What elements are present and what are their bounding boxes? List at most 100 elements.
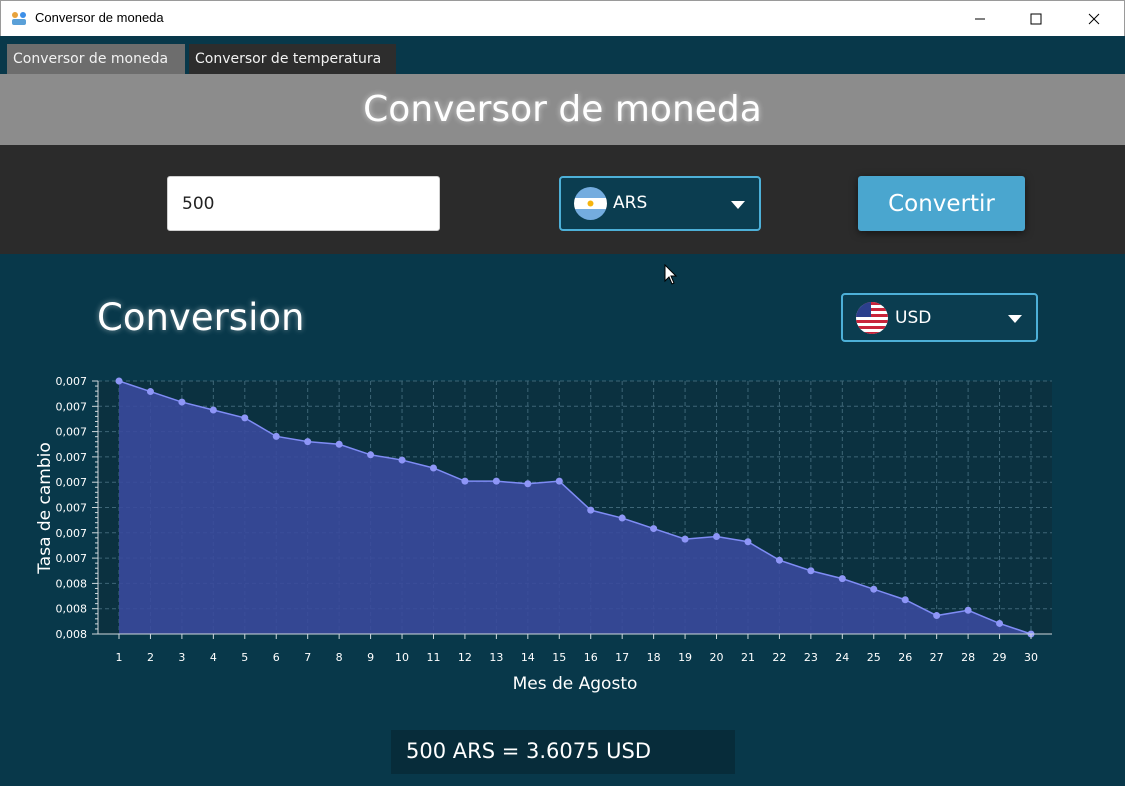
data-point — [838, 575, 846, 583]
x-tick-label: 20 — [710, 651, 724, 664]
x-tick-label: 26 — [898, 651, 912, 664]
x-tick-label: 14 — [521, 651, 535, 664]
data-point — [461, 477, 469, 485]
data-point — [115, 377, 123, 385]
maximize-button[interactable] — [1013, 1, 1059, 36]
y-tick-label: 0,007 — [56, 400, 88, 413]
data-point — [367, 451, 375, 459]
x-tick-label: 8 — [336, 651, 343, 664]
data-point — [807, 567, 815, 575]
x-tick-label: 22 — [772, 651, 786, 664]
convert-button[interactable]: Convertir — [858, 176, 1025, 231]
data-point — [492, 477, 500, 485]
x-tick-label: 2 — [147, 651, 154, 664]
exchange-rate-chart: 0,008 0,008 0,008 0,007 0,007 0,007 0,007 0,007… — [35, 375, 1052, 694]
x-tick-label: 10 — [395, 651, 409, 664]
x-tick-label: 21 — [741, 651, 755, 664]
data-point — [146, 388, 154, 396]
y-axis-label: Tasa de cambio — [35, 442, 55, 575]
to-currency-select[interactable]: USD — [841, 293, 1038, 342]
data-point — [241, 414, 249, 422]
x-tick-label: 6 — [273, 651, 280, 664]
argentina-flag-icon — [574, 187, 607, 220]
x-tick-label: 23 — [804, 651, 818, 664]
minimize-icon — [975, 18, 985, 19]
data-point — [681, 535, 689, 543]
data-point — [870, 585, 878, 593]
tab-strip: Conversor de moneda Conversor de tempera… — [0, 36, 1125, 74]
tab-conversor-moneda[interactable]: Conversor de moneda — [7, 44, 185, 74]
x-tick-label: 15 — [552, 651, 566, 664]
data-point — [901, 596, 909, 604]
controls-band: ARS Convertir — [0, 145, 1125, 254]
y-tick-label: 0,007 — [56, 426, 88, 439]
window-titlebar: Conversor de moneda — [0, 0, 1125, 36]
x-tick-label: 3 — [178, 651, 185, 664]
data-point — [933, 612, 941, 620]
data-point — [524, 480, 532, 488]
y-tick-label: 0,007 — [56, 375, 88, 388]
data-point — [335, 440, 343, 448]
x-tick-label: 19 — [678, 651, 692, 664]
data-point — [555, 477, 563, 485]
data-point — [209, 406, 217, 414]
x-tick-label: 4 — [210, 651, 217, 664]
y-tick-label: 0,007 — [56, 451, 88, 464]
x-tick-label: 18 — [647, 651, 661, 664]
y-tick-label: 0,007 — [56, 476, 88, 489]
y-tick-label: 0,007 — [56, 527, 88, 540]
area-fill — [119, 381, 1031, 634]
page-title: Conversor de moneda — [363, 89, 762, 130]
conversion-title: Conversion — [97, 296, 305, 339]
x-tick-label: 25 — [867, 651, 881, 664]
usa-flag-icon — [856, 302, 888, 334]
to-currency-label: USD — [895, 308, 932, 328]
data-point — [429, 464, 437, 472]
data-point — [650, 525, 658, 533]
data-point — [398, 456, 406, 464]
result-text: 500 ARS = 3.6075 USD — [406, 739, 652, 763]
chevron-down-icon — [1008, 315, 1022, 323]
y-tick-label: 0,007 — [56, 502, 88, 515]
x-axis-label: Mes de Agosto — [513, 674, 638, 694]
data-point — [775, 556, 783, 564]
maximize-icon — [1030, 13, 1042, 24]
data-point — [713, 532, 721, 540]
chevron-down-icon — [731, 201, 745, 209]
x-tick-label: 29 — [993, 651, 1007, 664]
data-point — [618, 514, 626, 522]
window-title: Conversor de moneda — [35, 10, 164, 25]
x-tick-label: 1 — [116, 651, 123, 664]
x-tick-label: 9 — [367, 651, 374, 664]
data-point — [178, 398, 186, 406]
data-point — [587, 506, 595, 514]
data-point — [304, 438, 312, 446]
from-currency-label: ARS — [613, 193, 648, 213]
amount-input[interactable] — [167, 176, 440, 231]
close-icon — [1088, 13, 1100, 24]
series-line — [118, 380, 1032, 635]
mouse-cursor-icon — [664, 264, 678, 285]
x-tick-label: 7 — [304, 651, 311, 664]
y-tick-label: 0,008 — [56, 577, 88, 590]
result-box: 500 ARS = 3.6075 USD — [391, 730, 735, 774]
minimize-button[interactable] — [957, 1, 1003, 36]
x-tick-label: 28 — [961, 651, 975, 664]
x-tick-label: 13 — [489, 651, 503, 664]
y-tick-label: 0,007 — [56, 552, 88, 565]
app-icon — [12, 12, 26, 25]
x-tick-label: 27 — [930, 651, 944, 664]
tab-conversor-temperatura[interactable]: Conversor de temperatura — [189, 44, 396, 74]
from-currency-select[interactable]: ARS — [559, 176, 761, 231]
data-point — [272, 432, 280, 440]
y-tick-label: 0,008 — [56, 603, 88, 616]
close-button[interactable] — [1071, 1, 1117, 36]
header-band: Conversor de moneda — [0, 74, 1125, 145]
x-tick-label: 17 — [615, 651, 629, 664]
data-point — [744, 538, 752, 546]
data-point — [996, 619, 1004, 627]
x-tick-label: 11 — [426, 651, 440, 664]
x-tick-label: 24 — [835, 651, 849, 664]
x-tick-label: 5 — [241, 651, 248, 664]
data-point — [964, 606, 972, 614]
